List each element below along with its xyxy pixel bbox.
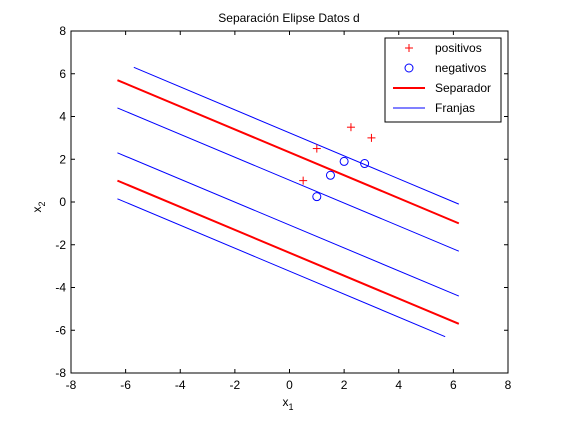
series-lines xyxy=(117,66,460,338)
x-tick-label-7: 6 xyxy=(450,378,457,392)
legend-items: positivos negativos Separador Franjas xyxy=(393,41,491,115)
x-tick-label-0: -8 xyxy=(66,378,77,392)
y-tick-label-1: -6 xyxy=(55,323,66,337)
y-tick-label-6: 4 xyxy=(59,110,66,124)
legend-label: negativos xyxy=(435,61,486,75)
y-tick-label-4: 0 xyxy=(59,195,66,209)
separador-line-0 xyxy=(117,79,460,225)
negativos-point-3 xyxy=(360,159,370,169)
x-tick-label-5: 2 xyxy=(341,378,348,392)
y-axis-label-main: x xyxy=(30,207,44,213)
x-tick-labels: -8 -6 -4 -2 0 2 4 6 8 xyxy=(66,378,512,392)
x-tick-label-1: -6 xyxy=(120,378,131,392)
y-tick-label-5: 2 xyxy=(59,152,66,166)
legend-item-negativos: negativos xyxy=(404,61,486,75)
legend-label: Separador xyxy=(435,81,491,95)
legend: positivos negativos Separador Franjas xyxy=(384,37,502,123)
y-tick-label-0: -8 xyxy=(55,366,66,380)
x-tick-label-8: 8 xyxy=(505,378,512,392)
y-tick-label-7: 6 xyxy=(59,67,66,81)
x-axis-label-subscript: 1 xyxy=(288,402,293,412)
legend-label: Franjas xyxy=(435,101,475,115)
x-tick-label-2: -4 xyxy=(175,378,186,392)
tick-marks xyxy=(70,30,509,374)
x-tick-label-3: -2 xyxy=(230,378,241,392)
series-markers xyxy=(299,123,376,202)
y-tick-label-3: -2 xyxy=(55,238,66,252)
x-tick-label-6: 4 xyxy=(395,378,402,392)
legend-label: positivos xyxy=(435,41,482,55)
legend-item-separador: Separador xyxy=(393,81,491,95)
x-axis-label: x1 xyxy=(282,395,293,412)
positivos-point-2 xyxy=(346,123,355,132)
legend-item-positivos: positivos xyxy=(405,41,482,55)
x-axis-label-main: x xyxy=(282,395,288,409)
positivos-point-3 xyxy=(367,133,376,142)
y-axis-label: x2 xyxy=(30,201,47,212)
separador-line-1 xyxy=(117,179,460,325)
x-tick-label-4: 0 xyxy=(286,378,293,392)
legend-marker-circle xyxy=(404,63,414,73)
y-tick-label-2: -4 xyxy=(55,281,66,295)
franjas-line-0 xyxy=(133,66,460,205)
franjas-line-1 xyxy=(117,107,460,252)
y-tick-label-8: 8 xyxy=(59,24,66,38)
negativos-point-0 xyxy=(312,192,322,202)
positivos-point-1 xyxy=(312,144,321,153)
negativos-point-2 xyxy=(339,156,349,166)
positivos-point-0 xyxy=(299,176,308,185)
y-tick-labels: -8 -6 -4 -2 0 2 4 6 8 xyxy=(55,24,66,380)
legend-item-franjas: Franjas xyxy=(393,101,475,115)
chart-title: Separación Elipse Datos d xyxy=(218,11,359,25)
y-axis-label-subscript: 2 xyxy=(37,201,47,206)
negativos-point-1 xyxy=(325,170,335,180)
franjas-line-2 xyxy=(117,152,460,297)
franjas-line-3 xyxy=(117,198,446,338)
